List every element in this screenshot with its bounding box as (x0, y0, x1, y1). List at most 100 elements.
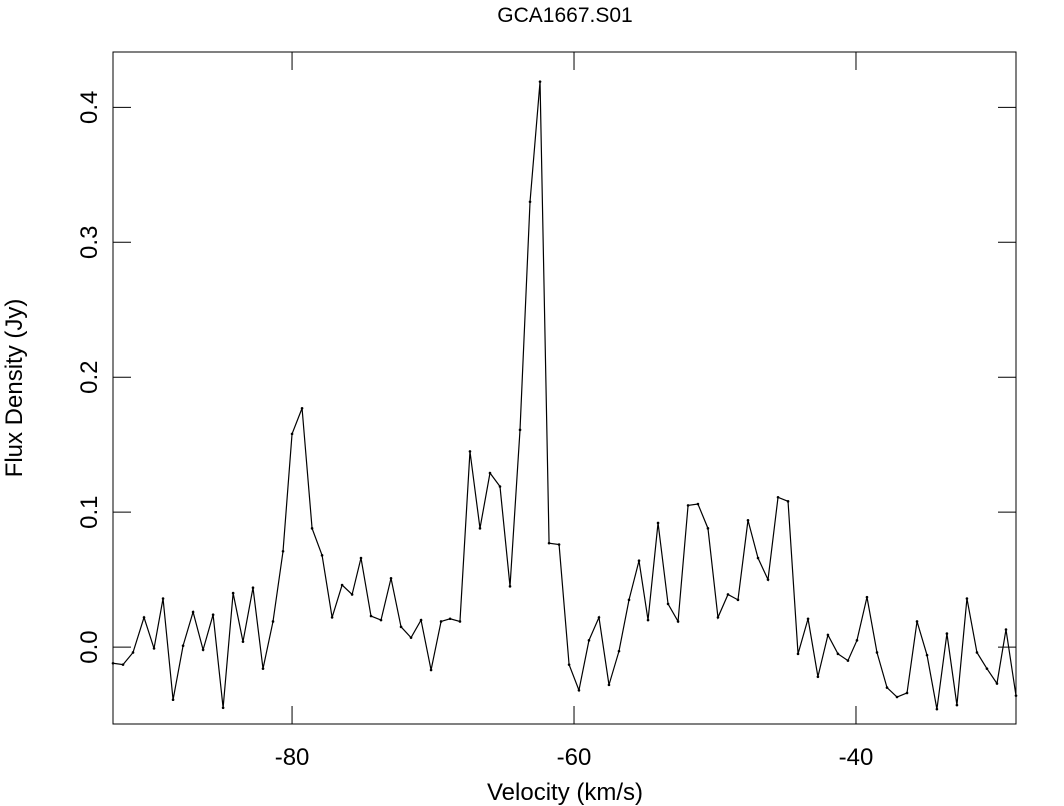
data-point (320, 554, 324, 557)
data-point (607, 683, 611, 687)
data-point (409, 636, 413, 639)
data-point (646, 618, 650, 622)
data-point (945, 632, 949, 635)
data-point (965, 597, 969, 600)
data-point (905, 691, 909, 695)
data-point (379, 618, 383, 622)
data-point (776, 496, 780, 499)
data-point (567, 663, 571, 666)
data-point (300, 406, 304, 410)
data-point (241, 640, 245, 643)
data-point (518, 428, 522, 432)
x-axis-label: Velocity (km/s) (487, 779, 643, 806)
data-point (478, 527, 482, 530)
data-point (915, 620, 919, 623)
data-point (975, 651, 979, 654)
data-point (855, 639, 859, 642)
data-point (696, 502, 700, 506)
data-point (557, 543, 561, 546)
data-point (359, 556, 363, 560)
data-point (488, 471, 492, 475)
data-point (895, 695, 899, 699)
data-point (389, 576, 393, 580)
data-point (152, 647, 156, 650)
data-point (846, 659, 850, 662)
data-point (587, 639, 591, 642)
data-point (935, 707, 939, 711)
x-tick-label: -60 (557, 744, 592, 771)
data-point (865, 595, 869, 599)
data-point (468, 450, 472, 453)
data-point (756, 556, 760, 560)
data-point (498, 485, 502, 488)
data-point (142, 616, 146, 619)
data-point (131, 651, 135, 654)
data-point (399, 625, 403, 629)
data-point (290, 432, 294, 436)
data-point (627, 598, 631, 602)
data-point (221, 706, 225, 710)
series-line (112, 81, 1017, 710)
data-point (369, 614, 373, 618)
data-point (448, 617, 452, 621)
data-point (676, 620, 680, 623)
chart-title: GCA1667.S01 (497, 4, 632, 27)
data-point (191, 610, 195, 614)
data-point (836, 652, 840, 656)
data-point (1014, 694, 1018, 697)
y-tick-label: 0.1 (76, 495, 103, 528)
data-point (766, 578, 770, 581)
data-point (111, 661, 115, 665)
data-point (281, 549, 285, 553)
data-point (161, 597, 165, 600)
data-point (251, 586, 255, 590)
data-point (885, 686, 889, 689)
data-point (458, 620, 462, 623)
data-point (538, 80, 542, 83)
data-point (211, 613, 215, 616)
data-point (806, 617, 810, 621)
data-point (995, 682, 999, 685)
data-point (577, 688, 581, 692)
data-point (617, 649, 621, 653)
data-point (597, 616, 601, 619)
data-point (736, 598, 740, 602)
data-point (528, 200, 532, 204)
data-point (340, 583, 344, 587)
data-point (439, 620, 443, 623)
data-point (508, 585, 512, 588)
data-point (826, 633, 830, 637)
y-tick-label: 0.4 (76, 91, 103, 124)
data-point (637, 559, 641, 563)
plot-frame (112, 51, 1017, 725)
data-point (875, 651, 879, 654)
data-point (796, 652, 800, 656)
data-point (201, 648, 205, 652)
data-point (706, 527, 710, 530)
y-axis-label: Flux Density (Jy) (1, 299, 28, 478)
data-point (171, 698, 175, 702)
data-point (547, 541, 551, 545)
data-point (271, 620, 275, 623)
y-tick-label: 0.3 (76, 226, 103, 259)
data-point (985, 667, 989, 670)
data-point (726, 593, 730, 596)
data-point (686, 504, 690, 507)
data-point (1004, 628, 1008, 631)
data-point (666, 602, 670, 606)
data-point (955, 703, 959, 707)
data-point (261, 667, 265, 670)
data-point (716, 616, 720, 619)
data-point (419, 618, 423, 622)
y-tick-label: 0.0 (76, 630, 103, 663)
data-point (310, 527, 314, 530)
y-tick-label: 0.2 (76, 361, 103, 394)
data-point (181, 644, 185, 648)
data-point (429, 668, 433, 672)
data-point (656, 521, 660, 525)
data-point (330, 616, 334, 619)
data-point (746, 518, 750, 522)
data-point (816, 675, 820, 679)
x-tick-label: -80 (275, 744, 310, 771)
